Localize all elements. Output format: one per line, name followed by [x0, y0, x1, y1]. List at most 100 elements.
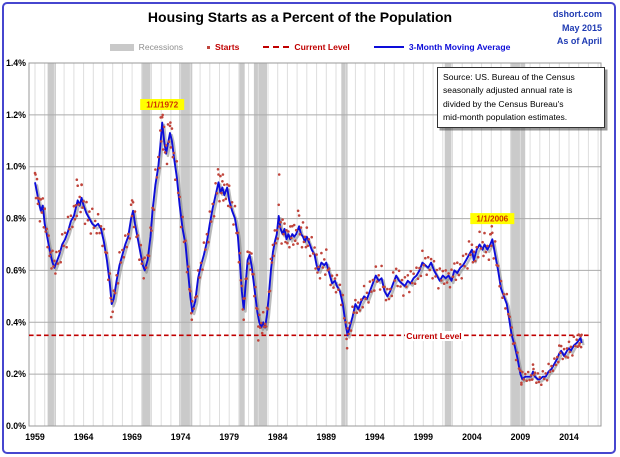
- y-tick-label: 0.4%: [6, 317, 26, 327]
- starts-dot: [88, 210, 91, 213]
- starts-dot: [397, 269, 401, 273]
- starts-dot: [486, 244, 489, 248]
- starts-dot: [245, 277, 248, 280]
- starts-dot: [342, 317, 346, 320]
- starts-dot: [73, 217, 77, 221]
- starts-dot: [263, 322, 267, 326]
- starts-dot: [521, 370, 524, 374]
- starts-dot: [296, 209, 300, 213]
- starts-dot: [464, 252, 468, 256]
- starts-dot: [399, 285, 402, 288]
- starts-dot: [374, 265, 378, 268]
- blue-line-swatch-icon: [373, 46, 404, 48]
- annotation-bg-1-1-1972: [140, 99, 185, 110]
- starts-dot: [461, 254, 465, 258]
- starts-dot: [168, 124, 172, 128]
- starts-dot: [345, 346, 349, 350]
- starts-dot: [409, 270, 413, 273]
- starts-dot: [49, 251, 52, 254]
- starts-dot: [493, 240, 497, 243]
- starts-dot: [315, 253, 318, 256]
- starts-dot: [380, 264, 383, 268]
- starts-dot: [48, 254, 51, 258]
- starts-dot: [311, 252, 315, 255]
- starts-dot: [510, 326, 513, 329]
- starts-dot: [41, 197, 45, 200]
- starts-dot: [373, 289, 376, 292]
- starts-dot: [337, 288, 340, 292]
- starts-dot: [240, 284, 244, 288]
- starts-dot: [99, 225, 103, 228]
- starts-dot: [238, 251, 242, 255]
- starts-dot: [122, 255, 126, 259]
- starts-dot: [499, 279, 503, 283]
- starts-dot: [554, 363, 558, 367]
- starts-dot: [79, 210, 82, 214]
- starts-dot: [257, 339, 260, 342]
- starts-dot: [53, 259, 56, 263]
- starts-dot: [78, 195, 81, 199]
- starts-dot: [504, 307, 507, 310]
- legend-item-current-level: Current Level: [263, 42, 350, 52]
- starts-dot: [393, 279, 397, 282]
- starts-dot: [76, 184, 79, 187]
- starts-dot: [419, 274, 423, 278]
- starts-dot: [508, 315, 512, 319]
- starts-dot: [159, 116, 162, 119]
- source-note-line: divided by the Census Bureau's: [443, 98, 564, 109]
- x-tick-label: 2004: [462, 432, 482, 442]
- starts-dot: [308, 254, 312, 258]
- starts-dot: [128, 237, 131, 240]
- starts-dot: [129, 203, 133, 206]
- starts-dot: [432, 259, 436, 263]
- starts-dot: [249, 268, 252, 272]
- starts-dot: [496, 264, 500, 268]
- starts-dot: [475, 245, 479, 249]
- y-tick-label: 0.8%: [6, 214, 26, 224]
- starts-dot: [63, 231, 67, 235]
- starts-dot: [275, 228, 279, 232]
- starts-dot: [291, 224, 294, 228]
- starts-dot: [505, 292, 509, 296]
- starts-dot: [457, 273, 461, 277]
- starts-dot: [199, 261, 203, 265]
- starts-dot: [273, 229, 277, 232]
- starts-dot: [517, 367, 521, 370]
- starts-dot: [43, 207, 46, 211]
- starts-dot: [266, 307, 270, 311]
- legend-label: Starts: [215, 42, 240, 52]
- starts-dot: [62, 244, 65, 248]
- starts-dot: [460, 277, 464, 280]
- starts-dot: [489, 232, 493, 236]
- starts-dot: [161, 113, 164, 117]
- starts-dot: [59, 260, 62, 264]
- starts-dot: [69, 214, 73, 217]
- starts-dot: [130, 214, 134, 218]
- starts-dot: [357, 301, 360, 304]
- x-tick-label: 1989: [317, 432, 337, 442]
- starts-dot: [520, 383, 523, 386]
- starts-dot: [158, 166, 161, 170]
- starts-dot: [559, 344, 563, 348]
- starts-dot: [354, 298, 357, 302]
- starts-dot: [159, 140, 163, 143]
- starts-dot: [229, 205, 232, 209]
- starts-dot: [111, 310, 114, 314]
- starts-dot: [371, 278, 375, 282]
- starts-dot: [514, 358, 518, 362]
- starts-dot: [151, 206, 154, 210]
- starts-dot: [241, 308, 245, 311]
- starts-dot: [113, 291, 117, 295]
- starts-dot: [184, 239, 187, 242]
- starts-dot: [270, 261, 274, 264]
- starts-dot: [247, 262, 250, 265]
- annotation-bg-current-level: [405, 331, 463, 341]
- starts-dot: [365, 291, 369, 295]
- starts-dot: [435, 268, 439, 272]
- starts-dot: [242, 318, 245, 322]
- starts-dot: [377, 274, 381, 277]
- starts-dot: [211, 202, 214, 206]
- starts-dot: [428, 268, 432, 272]
- as-of-label: As of April: [556, 36, 602, 46]
